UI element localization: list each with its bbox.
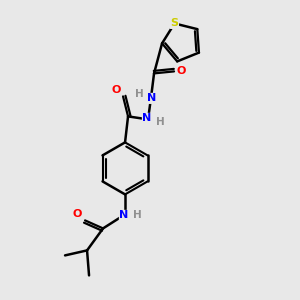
Text: S: S: [170, 19, 178, 28]
Text: O: O: [72, 209, 82, 219]
Text: H: H: [133, 210, 141, 220]
Text: O: O: [111, 85, 121, 95]
Text: H: H: [156, 117, 164, 128]
Text: N: N: [142, 113, 152, 123]
Text: N: N: [147, 93, 157, 103]
Text: O: O: [176, 66, 186, 76]
Text: H: H: [135, 89, 143, 99]
Text: N: N: [119, 210, 129, 220]
